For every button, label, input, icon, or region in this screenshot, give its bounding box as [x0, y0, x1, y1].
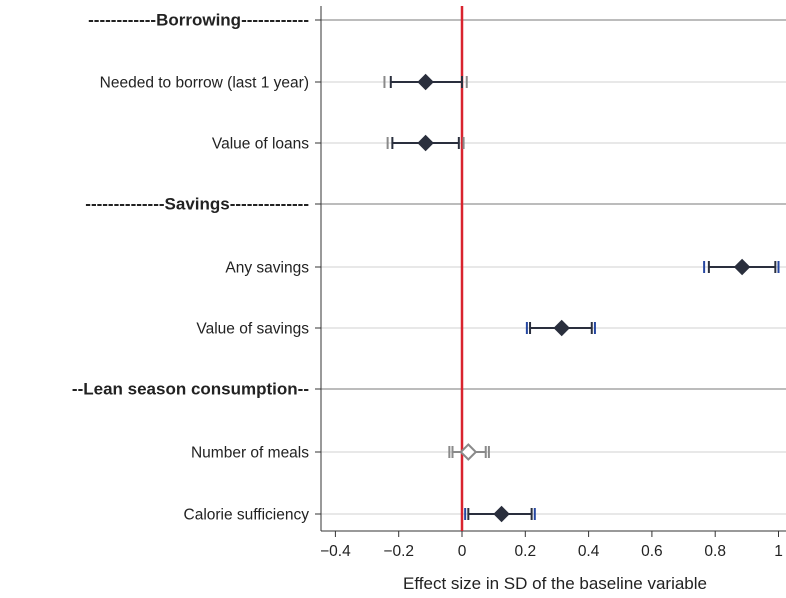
point-estimate-layer	[417, 73, 751, 523]
section-header-label: --Lean season consumption--	[72, 380, 309, 399]
point-estimate-diamond	[459, 443, 478, 461]
x-tick-label: 0.4	[578, 543, 600, 560]
x-tick-label: 0.6	[641, 543, 663, 560]
point-estimate-diamond	[417, 134, 434, 152]
x-tick-label: 1	[774, 543, 783, 560]
x-tick-label: 0.2	[515, 543, 537, 560]
axis-layer	[315, 6, 786, 537]
row-label-layer: ------------Borrowing------------ Needed …	[72, 11, 309, 524]
x-tick-label: 0.8	[704, 543, 726, 560]
point-estimate-diamond	[553, 319, 570, 337]
row-label: Needed to borrow (last 1 year)	[100, 75, 309, 92]
point-estimate-diamond	[733, 258, 751, 276]
x-tick-label: 0	[458, 543, 467, 560]
point-estimate-diamond	[493, 505, 510, 523]
tick-label-layer: −0.4 −0.2 0 0.2 0.4 0.6 0.8 1	[320, 543, 783, 560]
x-tick-label: −0.4	[320, 543, 351, 560]
row-label: Number of meals	[191, 445, 309, 462]
row-label: Any savings	[225, 260, 309, 277]
section-header-label: --------------Savings--------------	[85, 195, 309, 214]
row-label: Value of loans	[212, 136, 309, 153]
row-label: Value of savings	[196, 321, 309, 338]
point-estimate-diamond	[417, 73, 434, 91]
x-axis-title: Effect size in SD of the baseline variab…	[403, 574, 707, 593]
section-header-label: ------------Borrowing------------	[88, 11, 309, 30]
row-label: Calorie sufficiency	[184, 507, 310, 524]
x-tick-label: −0.2	[383, 543, 414, 560]
